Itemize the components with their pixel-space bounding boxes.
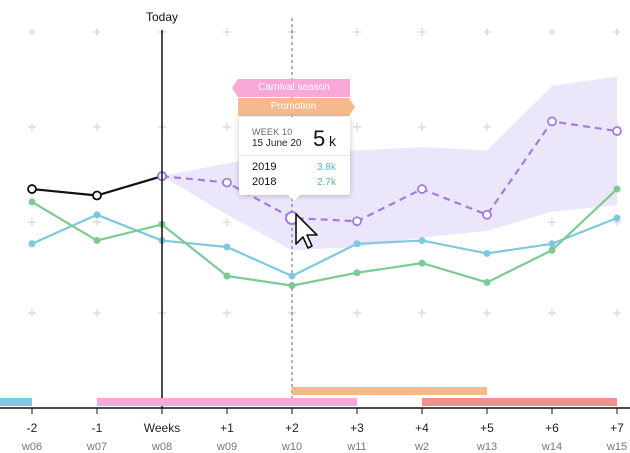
tooltip-row-label-2018: 2018 [252,176,277,188]
series-point-2018 [93,237,101,245]
series-point-s2 [92,190,102,201]
grid-marker [418,309,426,317]
tooltip-pointer [288,195,300,201]
x-tick-sublabel: w11 [346,441,366,453]
tooltip-row-label-2019: 2019 [252,161,277,173]
x-tick-sublabel: w10 [281,441,302,453]
x-tick-sublabel: w13 [476,441,497,453]
grid-marker [28,218,36,226]
today-label: Today [146,10,178,24]
series-point-s3 [482,209,492,220]
tooltip-row-value-2019: 3.8k [317,162,336,173]
x-tick-sublabel: w15 [606,441,627,453]
tooltip-unit: k [329,133,336,149]
series-point-2018 [288,282,296,290]
x-tick-label: +6 [545,421,559,435]
grid-marker [223,28,231,36]
chart-tooltip: WEEK 10 15 June 20 5 k 2019 3.8k 2018 2.… [239,117,350,195]
tooltip-row-value-2018: 2.7k [317,177,336,188]
series-line-s3 [161,120,618,223]
mouse-cursor-icon [295,213,318,249]
tooltip-week: WEEK 10 [252,127,293,137]
grid-marker [223,218,231,226]
series-point-2019 [288,272,296,280]
x-tick-label: +4 [415,421,429,435]
x-tick-sublabel: w14 [541,441,562,453]
grid-marker [548,218,556,226]
series-point-2019 [223,243,231,251]
series-point-2019 [483,249,491,257]
grid-marker [93,218,101,226]
x-tick-label: +1 [220,421,234,435]
series-point-2018 [28,198,36,206]
event-bar [97,398,357,406]
grid-marker [223,123,231,131]
grid-marker [353,123,361,131]
series-point-2018 [483,278,491,286]
grid-marker [613,309,621,317]
series-point-2018 [223,272,231,280]
tooltip-divider [239,155,350,156]
x-tick-label: +7 [610,421,624,435]
promotion-tag: Promotion [238,98,355,116]
x-tick-sublabel: w07 [86,441,107,453]
x-tick-label: -2 [27,421,38,435]
x-tick-label: +5 [480,421,494,435]
event-bar [292,387,487,395]
series-point-2019 [28,240,36,248]
x-tick-label: Weeks [144,421,180,435]
grid-marker [548,309,556,317]
series-point-2019 [418,237,426,245]
grid-marker [353,309,361,317]
grid-marker [548,28,556,36]
grid-marker [223,309,231,317]
series-point-s3 [352,216,362,227]
x-tick-sublabel: w06 [21,441,42,453]
series-point-s2 [27,184,37,194]
grid-marker [613,28,621,36]
series-point-2018 [418,259,426,267]
x-tick-sublabel: w09 [216,441,237,453]
series-point-s3 [547,116,557,127]
grid-marker [483,28,491,36]
series-point-2019 [93,211,101,219]
grid-marker [483,123,491,131]
series-point-s3 [612,126,622,136]
series-line-2018 [31,188,618,287]
x-tick-sublabel: w08 [151,441,172,453]
series-point-2018 [613,185,621,193]
series-point-s3 [417,184,427,194]
x-tick-label: -1 [92,421,103,435]
grid-marker [483,309,491,317]
series-point-2018 [353,269,361,277]
series-point-2019 [613,214,621,222]
event-bar [0,398,32,406]
grid-marker [418,123,426,131]
series-point-s3 [222,177,232,188]
series-line-2019 [31,213,618,278]
grid-marker [93,309,101,317]
carnival-season-tag: Carnival season [232,79,350,97]
series-point-2019 [353,240,361,248]
grid-marker [353,28,361,36]
tooltip-date: 15 June 20 [252,138,302,149]
series-point-2019 [548,240,556,248]
grid-marker [28,28,36,36]
grid-marker [418,28,426,36]
tooltip-value: 5 [313,126,326,151]
grid-marker [28,309,36,317]
x-tick-label: +3 [350,421,364,435]
forecast-band [162,76,617,251]
grid-marker [93,28,101,36]
x-tick-sublabel: w2 [414,441,429,453]
grid-marker [93,123,101,131]
grid-marker [28,123,36,131]
event-bar [422,398,617,406]
series-point-2018 [548,246,556,254]
x-tick-label: +2 [285,421,299,435]
